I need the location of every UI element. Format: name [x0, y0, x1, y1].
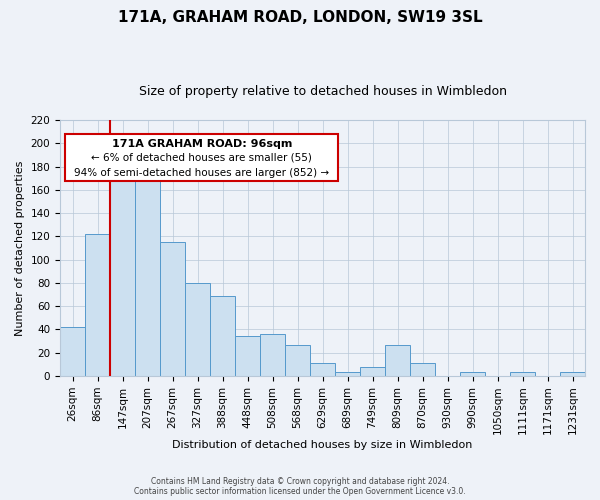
- Text: 171A, GRAHAM ROAD, LONDON, SW19 3SL: 171A, GRAHAM ROAD, LONDON, SW19 3SL: [118, 10, 482, 25]
- Bar: [385, 344, 410, 376]
- Bar: [135, 174, 160, 376]
- Bar: [410, 363, 435, 376]
- Bar: [335, 372, 360, 376]
- Bar: [360, 366, 385, 376]
- Bar: [285, 344, 310, 376]
- Bar: [560, 372, 585, 376]
- Bar: [85, 234, 110, 376]
- Bar: [235, 336, 260, 376]
- Text: ← 6% of detached houses are smaller (55): ← 6% of detached houses are smaller (55): [91, 153, 312, 163]
- Title: Size of property relative to detached houses in Wimbledon: Size of property relative to detached ho…: [139, 85, 506, 98]
- Bar: [210, 296, 235, 376]
- Y-axis label: Number of detached properties: Number of detached properties: [15, 160, 25, 336]
- Bar: [110, 163, 135, 376]
- Bar: [310, 363, 335, 376]
- Bar: [160, 242, 185, 376]
- Bar: [510, 372, 535, 376]
- Text: Contains public sector information licensed under the Open Government Licence v3: Contains public sector information licen…: [134, 486, 466, 496]
- Bar: [460, 372, 485, 376]
- Bar: [60, 327, 85, 376]
- Bar: [260, 334, 285, 376]
- Text: Contains HM Land Registry data © Crown copyright and database right 2024.: Contains HM Land Registry data © Crown c…: [151, 476, 449, 486]
- Bar: [185, 283, 210, 376]
- X-axis label: Distribution of detached houses by size in Wimbledon: Distribution of detached houses by size …: [172, 440, 473, 450]
- Text: 171A GRAHAM ROAD: 96sqm: 171A GRAHAM ROAD: 96sqm: [112, 138, 292, 148]
- Text: 94% of semi-detached houses are larger (852) →: 94% of semi-detached houses are larger (…: [74, 168, 329, 178]
